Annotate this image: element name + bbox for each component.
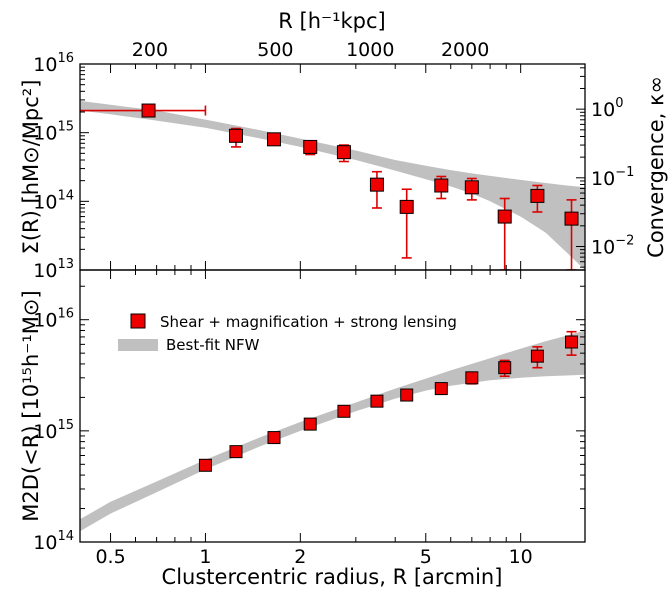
- data-marker: [530, 188, 545, 203]
- legend-entry-data: Shear + magnification + strong lensing: [160, 313, 457, 331]
- legend-entry-nfw: Best-fit NFW: [166, 336, 260, 354]
- data-point: [498, 359, 512, 378]
- data-point: [303, 139, 318, 156]
- x-tick-label: 10: [509, 546, 533, 568]
- bottom-panel-frame: [79, 269, 586, 543]
- top-panel-frame: [79, 63, 586, 271]
- x-tick-labels: 0.5 1 2 5 10: [95, 546, 532, 568]
- y-tick-label: 1015: [33, 120, 74, 145]
- right-tick-label: 10−2: [591, 233, 634, 258]
- y-axis-label-surface-density: Σ(R) [hM⊙/Mpc²]: [19, 80, 43, 255]
- x-tick-label: 0.5: [95, 546, 125, 568]
- data-marker: [198, 458, 212, 472]
- x-tick-label: 2: [294, 546, 306, 568]
- surface-density-points: [80, 103, 579, 270]
- y-tick-labels-surface-density: 1013 1014 1015 1016: [33, 51, 74, 282]
- data-point: [497, 197, 512, 270]
- data-marker: [303, 139, 318, 154]
- data-point: [266, 132, 281, 147]
- data-point: [337, 404, 351, 418]
- data-point: [565, 330, 579, 356]
- data-marker: [266, 132, 281, 147]
- data-marker: [370, 394, 384, 408]
- legend-marker-icon: [130, 313, 146, 329]
- data-marker: [464, 180, 479, 195]
- data-point: [336, 144, 351, 163]
- axis-ticks: [79, 63, 585, 543]
- data-marker: [336, 145, 351, 160]
- top-axis-label: R [h⁻¹kpc]: [278, 9, 386, 33]
- data-point: [399, 188, 414, 259]
- nfw-band-surface-density: [80, 100, 585, 270]
- top-tick-label: 500: [257, 39, 293, 61]
- legend: Shear + magnification + strong lensing B…: [118, 313, 457, 354]
- data-point: [400, 388, 414, 402]
- data-point: [229, 445, 243, 459]
- data-point: [530, 184, 545, 213]
- data-marker: [303, 417, 317, 431]
- right-tick-labels-convergence: 100 10−1 10−2: [591, 96, 634, 258]
- data-point: [303, 417, 317, 431]
- data-marker: [498, 361, 512, 375]
- data-point: [434, 175, 449, 200]
- projected-mass-points: [198, 330, 579, 472]
- right-tick-label: 10−1: [591, 165, 634, 190]
- data-point: [465, 371, 479, 385]
- nfw-band-projected-mass: [80, 330, 585, 532]
- data-marker: [141, 103, 156, 118]
- data-marker: [434, 178, 449, 193]
- data-point: [80, 103, 207, 118]
- right-axis-label-convergence: Convergence, κ∞: [644, 76, 668, 258]
- data-point: [228, 127, 243, 148]
- y-tick-label: 1016: [33, 51, 74, 76]
- top-tick-label: 200: [132, 39, 168, 61]
- data-point: [198, 458, 212, 472]
- data-marker: [369, 177, 384, 192]
- y-tick-label: 1014: [33, 188, 74, 213]
- x-axis-label: Clustercentric radius, R [arcmin]: [162, 565, 503, 589]
- data-marker: [337, 404, 351, 418]
- top-tick-label: 1000: [346, 39, 394, 61]
- data-point: [464, 177, 479, 201]
- top-x-tick-labels: 200 500 1000 2000: [132, 39, 490, 61]
- data-marker: [399, 199, 414, 214]
- data-point: [369, 170, 384, 209]
- data-marker: [434, 382, 448, 396]
- data-marker: [267, 431, 281, 445]
- data-point: [564, 199, 579, 270]
- data-marker: [228, 128, 243, 143]
- data-marker: [530, 349, 544, 363]
- right-tick-label: 100: [591, 96, 623, 121]
- data-point: [370, 394, 384, 408]
- data-marker: [497, 209, 512, 224]
- data-marker: [229, 445, 243, 459]
- legend-band-icon: [118, 339, 158, 351]
- y-tick-label: 1015: [33, 418, 74, 443]
- data-point: [267, 431, 281, 445]
- y-axis-label-projected-mass: M2D(<R) [10¹⁵h⁻¹M⊙]: [19, 290, 43, 521]
- data-marker: [565, 335, 579, 349]
- x-tick-label: 5: [420, 546, 432, 568]
- data-point: [530, 346, 544, 369]
- x-tick-label: 1: [199, 546, 211, 568]
- data-marker: [400, 388, 414, 402]
- data-marker: [564, 211, 579, 226]
- y-tick-labels-projected-mass: 1014 1015 1016: [33, 307, 74, 554]
- top-tick-label: 2000: [441, 39, 489, 61]
- y-tick-label: 1016: [33, 307, 74, 332]
- y-tick-label: 1014: [33, 529, 74, 554]
- data-marker: [465, 371, 479, 385]
- data-point: [434, 382, 448, 396]
- y-tick-label: 1013: [33, 257, 74, 282]
